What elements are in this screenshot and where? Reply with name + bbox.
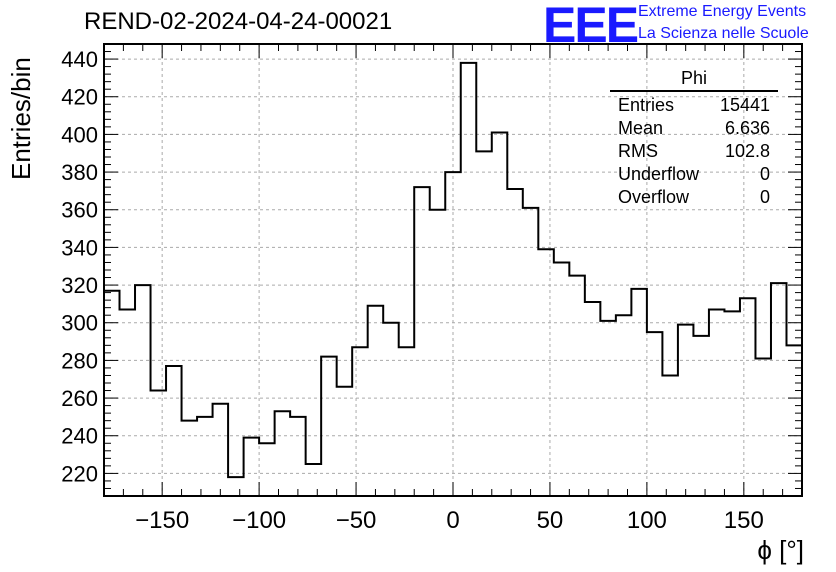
stats-divider [610,90,778,92]
chart-title: REND-02-2024-04-24-00021 [84,8,393,35]
x-axis-label: ϕ [°] [757,535,804,565]
stats-label: Entries [618,95,675,115]
x-tick-label: −50 [336,507,377,534]
stats-box: Phi Entries 15441 Mean 6.636 RMS 102.8 U… [610,68,778,209]
y-tick-label: 280 [61,348,98,373]
x-tick-label: 150 [724,507,764,534]
stats-row: Entries 15441 [610,94,778,117]
y-tick-label: 380 [61,160,98,185]
y-tick-label: 220 [61,461,98,486]
x-tick-label: 100 [627,507,667,534]
histogram-series [104,61,803,479]
x-tick-label: −100 [232,507,286,534]
y-tick-labels: 220 240 260 280 300 320 340 360 380 400 420 440 [61,47,98,486]
stats-row: Mean 6.636 [610,117,778,140]
x-tick-labels: −150 −100 −50 0 50 100 150 [135,507,764,534]
stats-value: 6.636 [724,118,770,138]
y-tick-label: 260 [61,386,98,411]
y-axis-label: Entries/bin [6,57,36,180]
stats-value: 0 [759,164,770,184]
logo-line-2: La Scienza nelle Scuole [638,25,809,42]
stats-label: Overflow [618,187,690,207]
y-tick-label: 360 [61,198,98,223]
x-tick-label: −150 [135,507,189,534]
y-tick-label: 440 [61,47,98,72]
eee-logo: EEE [543,0,639,53]
stats-name: Phi [680,68,707,88]
stats-row: Underflow 0 [610,163,778,186]
y-tick-label: 300 [61,311,98,336]
stats-label: RMS [618,141,658,161]
x-tick-label: 0 [446,507,459,534]
y-tick-label: 340 [61,235,98,260]
y-tick-label: 400 [61,122,98,147]
stats-value: 0 [759,187,770,207]
y-axis-label-wrap: Entries/bin [4,57,36,182]
stats-value: 15441 [719,95,770,115]
grid-lines [104,44,802,496]
x-tick-label: 50 [537,507,564,534]
stats-value: 102.8 [724,141,770,161]
stats-label: Underflow [618,164,700,184]
stats-row: Overflow 0 [610,186,778,209]
axis-ticks [103,43,803,497]
stats-label: Mean [618,118,664,138]
logo-line-1: Extreme Energy Events [638,3,807,20]
y-tick-label: 320 [61,273,98,298]
y-tick-label: 240 [61,424,98,449]
stats-row: RMS 102.8 [610,140,778,163]
y-tick-label: 420 [61,85,98,110]
